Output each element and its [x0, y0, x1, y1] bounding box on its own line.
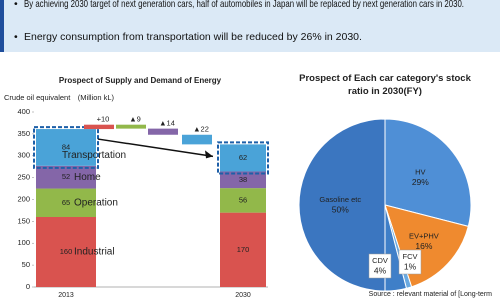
bar-segment [220, 212, 266, 287]
bar-segment [36, 188, 96, 217]
y-tick-label: 100 [17, 238, 30, 247]
series-label: Industrial [74, 247, 115, 258]
series-label: Home [74, 172, 101, 183]
slice-label: EV+PHV [409, 231, 439, 240]
value-label: 65 [62, 198, 70, 207]
value-label: 84 [62, 142, 70, 151]
banner [0, 0, 500, 52]
slice-label: FCV [403, 252, 418, 261]
bullet-text: By achieving 2030 target of next generat… [24, 0, 464, 10]
series-label: Operation [74, 197, 118, 208]
series-label: Transportation [62, 150, 126, 161]
change-bar [148, 128, 178, 135]
banner-edge [0, 0, 4, 52]
x-tick-label: 2030 [235, 292, 251, 299]
slice-label: Gasoline etc [319, 195, 361, 204]
slice-value: 29% [412, 177, 429, 187]
highlight-box [217, 141, 269, 175]
change-bar [182, 134, 212, 145]
highlight-box [33, 126, 99, 169]
change-label: ▲9 [129, 115, 141, 124]
bar-segment [220, 144, 266, 172]
slice-label: HV [415, 168, 425, 177]
bar-segment [220, 171, 266, 189]
y-axis-label: Crude oil equivalent (Million kL) [4, 93, 115, 102]
bullet-mark: • [14, 0, 18, 10]
y-tick-label: 50 [22, 260, 30, 269]
label-box [398, 249, 422, 275]
bullet-mark: • [14, 31, 18, 43]
slice-value: 4% [374, 265, 387, 275]
arrow [97, 138, 214, 158]
bar-segment [36, 129, 96, 166]
change-label: ▲22 [193, 125, 209, 134]
change-bar [84, 124, 114, 130]
value-label: 170 [237, 245, 250, 254]
slice-value: 16% [415, 241, 432, 251]
label-box [368, 253, 392, 279]
bar-segment [220, 188, 266, 213]
bar-segment [36, 165, 96, 189]
bar-segment [36, 217, 96, 287]
arrow-head [205, 150, 213, 159]
slice-value: 50% [332, 204, 349, 214]
bullet-text: Energy consumption from transportation w… [24, 31, 362, 43]
y-tick-label: 0 [26, 282, 30, 291]
y-tick-label: 200 [17, 194, 30, 203]
slice-value: 1% [404, 261, 417, 271]
value-label: 62 [239, 153, 247, 162]
change-label: +10 [97, 115, 110, 124]
x-tick-label: 2013 [58, 292, 74, 299]
y-tick-label: 350 [17, 129, 30, 138]
pie-slice [298, 118, 386, 292]
chart-title: Prospect of Each car category's stock rat… [299, 73, 471, 97]
slice-label: CDV [372, 256, 388, 265]
value-label: 56 [239, 195, 247, 204]
change-label: ▲14 [159, 119, 175, 128]
value-label: 160 [60, 247, 73, 256]
value-label: 52 [62, 172, 70, 181]
pie-slice [384, 118, 472, 227]
y-tick-label: 250 [17, 173, 30, 182]
y-tick-label: 150 [17, 216, 30, 225]
y-tick-label: 400 [17, 107, 30, 116]
source-note: Source : relevant material of [Long-term [369, 291, 493, 298]
chart-title: Prospect of Supply and Demand of Energy [59, 76, 222, 85]
y-tick-label: 300 [17, 151, 30, 160]
value-label: 38 [239, 175, 247, 184]
change-bar [116, 124, 146, 129]
